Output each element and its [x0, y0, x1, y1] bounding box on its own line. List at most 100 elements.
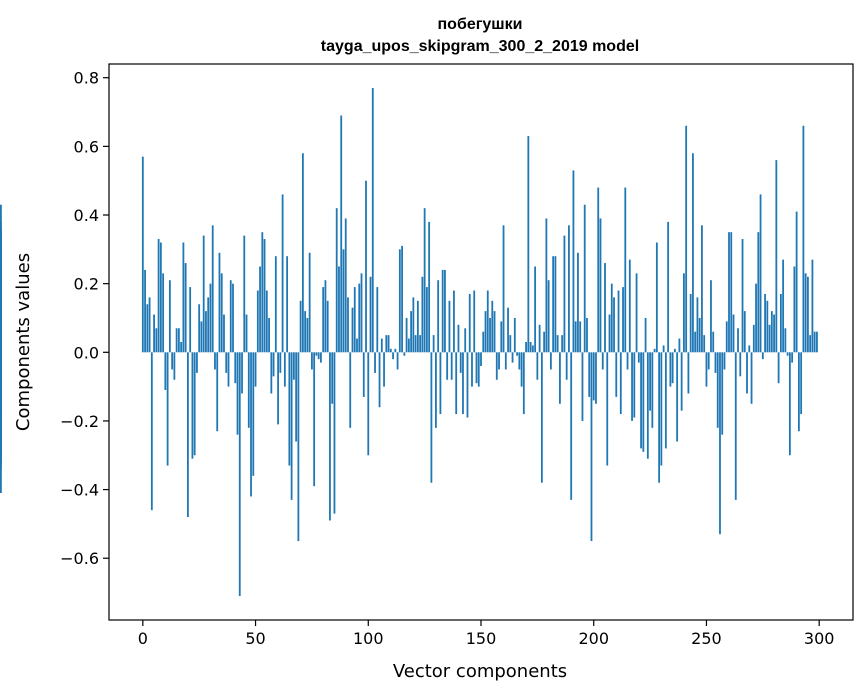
- bar: [148, 297, 151, 353]
- bar: [737, 328, 739, 353]
- bar: [196, 352, 198, 373]
- bar: [326, 300, 329, 353]
- bar: [540, 352, 543, 483]
- bar: [608, 314, 611, 353]
- bar: [795, 211, 798, 353]
- bar: [407, 338, 410, 353]
- bar: [182, 242, 185, 353]
- bar: [200, 321, 203, 353]
- bar: [782, 259, 785, 353]
- bar: [238, 352, 241, 596]
- bar: [592, 352, 595, 401]
- bar: [189, 287, 192, 353]
- bar: [335, 208, 338, 353]
- bar: [272, 352, 275, 377]
- bar: [633, 352, 636, 418]
- bar: [764, 293, 766, 353]
- bar: [380, 338, 383, 353]
- y-tick-label: −0.2: [60, 412, 99, 431]
- bar: [694, 331, 697, 353]
- bar: [714, 352, 717, 373]
- bar: [698, 317, 701, 353]
- bar: [245, 314, 248, 353]
- bar: [511, 352, 514, 363]
- bar: [701, 225, 703, 353]
- bar: [685, 125, 688, 353]
- bar: [311, 352, 313, 370]
- bar: [583, 204, 586, 353]
- bar: [509, 335, 512, 353]
- bar: [773, 314, 775, 353]
- bar: [232, 283, 234, 353]
- bar: [448, 300, 451, 353]
- bar: [775, 160, 778, 353]
- bar: [588, 352, 591, 397]
- bar: [716, 352, 719, 428]
- x-tick-label: 250: [691, 629, 722, 648]
- bar: [649, 352, 651, 411]
- bar: [349, 352, 352, 428]
- bar: [552, 256, 555, 353]
- bar: [252, 352, 255, 476]
- bar: [480, 352, 482, 367]
- bar: [159, 242, 162, 353]
- bar: [554, 256, 557, 353]
- bar: [631, 352, 633, 421]
- bar: [430, 352, 433, 483]
- bar: [788, 352, 791, 456]
- bar: [484, 311, 487, 353]
- bar: [175, 328, 178, 353]
- bar: [342, 249, 345, 353]
- bar: [410, 311, 413, 353]
- bar: [746, 352, 748, 394]
- bar: [779, 293, 782, 353]
- bar: [466, 352, 469, 418]
- bar: [784, 328, 787, 353]
- bar: [482, 331, 485, 353]
- bar: [261, 232, 264, 353]
- bar: [793, 266, 796, 353]
- bar: [513, 317, 516, 353]
- bar: [692, 153, 694, 353]
- bar: [741, 239, 744, 353]
- bar: [304, 311, 307, 353]
- bar: [804, 273, 807, 353]
- bar: [250, 352, 252, 497]
- x-tick-label: 150: [466, 629, 497, 648]
- bar: [358, 283, 361, 353]
- bar: [642, 352, 645, 452]
- bar: [338, 266, 340, 353]
- bar: [807, 276, 809, 353]
- bar: [728, 232, 730, 353]
- bar: [315, 352, 318, 356]
- bar: [227, 352, 230, 387]
- bar: [662, 345, 665, 353]
- bar: [459, 352, 462, 373]
- bar: [347, 297, 349, 353]
- bar: [218, 252, 221, 353]
- bar: [464, 328, 467, 353]
- bar: [531, 345, 534, 353]
- bar: [198, 304, 201, 353]
- bar: [710, 280, 712, 353]
- bar: [353, 287, 356, 353]
- bar: [157, 239, 160, 353]
- bar: [441, 269, 444, 353]
- bar: [676, 352, 679, 442]
- y-tick-label: 0.2: [74, 275, 99, 294]
- bar: [292, 352, 295, 380]
- bar: [475, 352, 478, 384]
- bar: [241, 352, 243, 394]
- bar: [520, 352, 523, 387]
- bar: [624, 187, 627, 353]
- bar: [606, 352, 609, 466]
- y-tick-label: −0.6: [60, 549, 99, 568]
- bar: [401, 245, 403, 353]
- bar: [141, 156, 144, 353]
- bar: [601, 352, 604, 370]
- bar: [626, 352, 629, 370]
- bar: [362, 352, 365, 397]
- bar: [153, 314, 155, 353]
- bar: [687, 352, 690, 394]
- bar: [223, 314, 225, 353]
